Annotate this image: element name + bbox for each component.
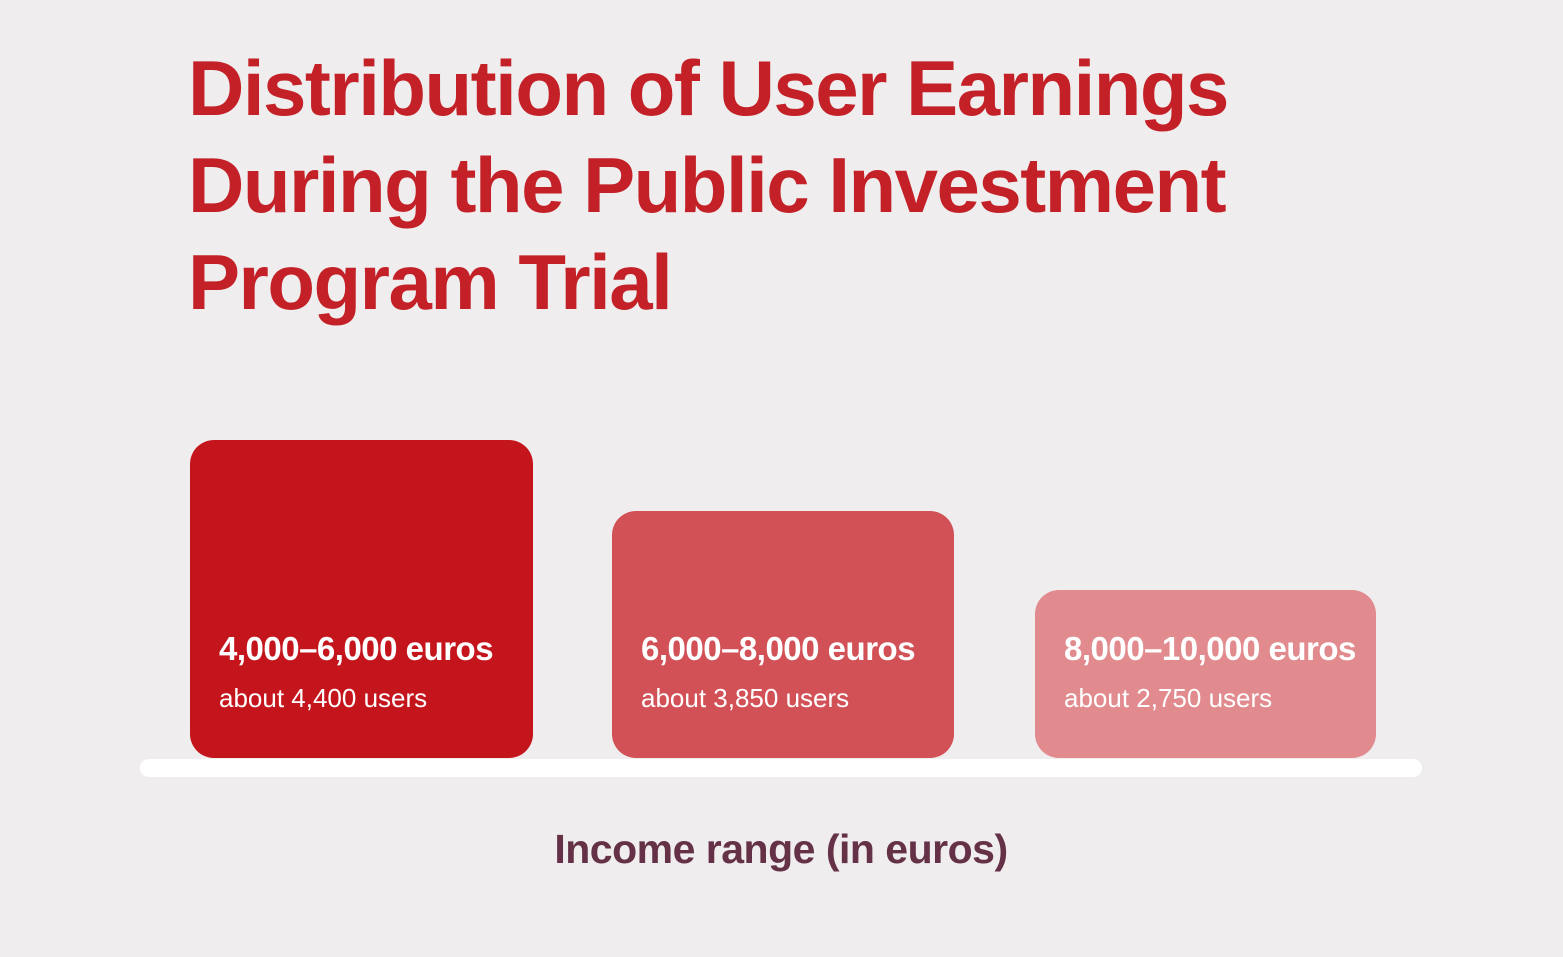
chart-title-line-2: During the Public Investment xyxy=(188,141,1227,229)
chart-baseline xyxy=(140,759,1422,777)
chart-title: Distribution of User Earnings During the… xyxy=(188,40,1229,331)
bar-income-8000-10000: 8,000–10,000 euros about 2,750 users xyxy=(1035,590,1376,758)
bar-income-4000-6000: 4,000–6,000 euros about 4,400 users xyxy=(190,440,533,758)
bar-value-label: about 2,750 users xyxy=(1064,683,1273,713)
bar-value-label: about 4,400 users xyxy=(219,683,428,713)
bar-category-label: 8,000–10,000 euros xyxy=(1064,630,1356,667)
bar-income-6000-8000: 6,000–8,000 euros about 3,850 users xyxy=(612,511,954,758)
bar-category-label: 6,000–8,000 euros xyxy=(641,630,916,667)
chart-title-line-1: Distribution of User Earnings xyxy=(188,44,1229,132)
x-axis-label: Income range (in euros) xyxy=(554,826,1008,872)
bar-category-label: 4,000–6,000 euros xyxy=(219,630,494,667)
chart-title-line-3: Program Trial xyxy=(188,238,673,326)
bar-value-label: about 3,850 users xyxy=(641,683,850,713)
